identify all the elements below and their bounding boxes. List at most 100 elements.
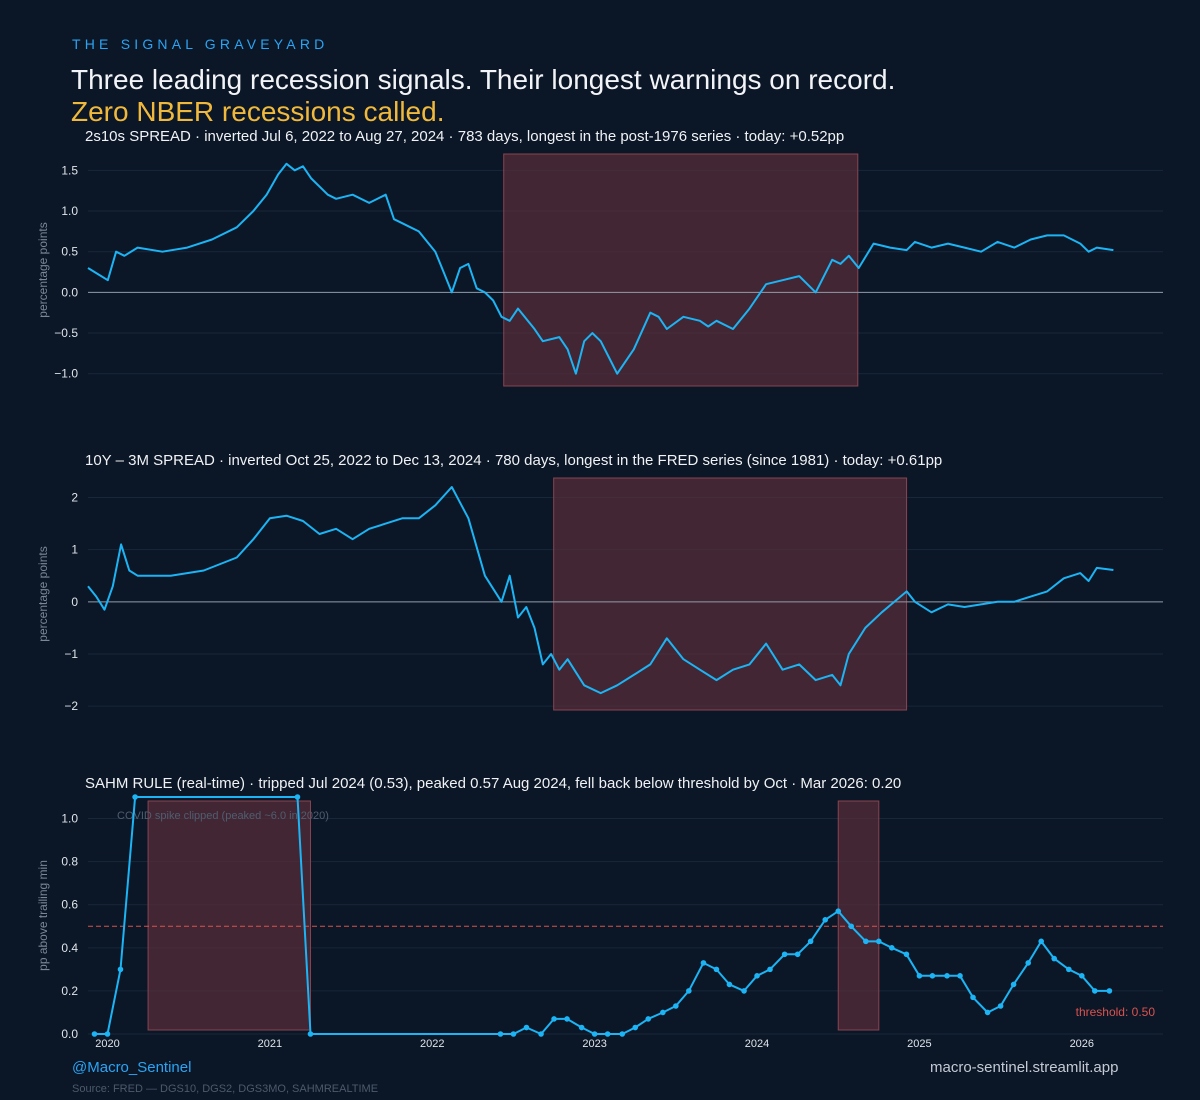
y-axis-label: pp above trailing min (36, 860, 50, 971)
data-point (822, 917, 829, 923)
data-point (1066, 966, 1072, 973)
data-point (632, 1024, 639, 1031)
x-tick-label: 2024 (745, 1038, 769, 1050)
y-tick-label: 1.0 (61, 812, 78, 826)
chart-subtitle: Zero NBER recessions called. (71, 96, 445, 127)
data-point (970, 994, 976, 1001)
data-point (1079, 973, 1085, 979)
data-point (713, 966, 720, 973)
footer-site[interactable]: macro-sentinel.streamlit.app (930, 1059, 1119, 1076)
data-point (307, 1031, 314, 1037)
data-point (1091, 988, 1098, 994)
panel-title-2s10s: 2s10s SPREAD · inverted Jul 6, 2022 to A… (85, 128, 845, 145)
data-point (997, 1003, 1004, 1009)
data-point (700, 960, 707, 966)
y-tick-label: −2 (64, 699, 78, 713)
x-tick-label: 2026 (1070, 1038, 1094, 1050)
data-point (294, 794, 301, 800)
y-tick-label: 0.5 (61, 245, 78, 259)
data-point (117, 966, 124, 973)
threshold-label: threshold: 0.50 (1076, 1005, 1156, 1019)
inversion-band (837, 800, 880, 1031)
series-line (87, 162, 1114, 375)
chart-panel-2: −2 −1 0 1 2 percentage points (36, 477, 1163, 713)
y-tick-label: 0.4 (61, 941, 78, 955)
footer-source: Source: FRED — DGS10, DGS2, DGS3MO, SAHM… (72, 1083, 379, 1095)
data-point (91, 1031, 98, 1037)
data-point (944, 973, 950, 979)
data-point (538, 1031, 544, 1037)
data-point (1038, 938, 1045, 945)
data-point (604, 1031, 611, 1037)
series-line (87, 486, 1114, 695)
y-axis-label: percentage points (36, 546, 50, 641)
panel-title-10y3m: 10Y – 3M SPREAD · inverted Oct 25, 2022 … (85, 452, 943, 469)
data-point (741, 988, 747, 994)
chart-kicker: THE SIGNAL GRAVEYARD (72, 36, 329, 52)
y-tick-label: 1 (71, 543, 78, 557)
data-point (660, 1009, 666, 1016)
data-point (578, 1024, 585, 1031)
y-tick-label: 0.0 (61, 285, 78, 299)
y-tick-label: 0.8 (61, 855, 78, 869)
y-axis-label: percentage points (36, 222, 50, 317)
x-tick-label: 2023 (582, 1038, 606, 1050)
y-tick-label: 1.5 (61, 163, 78, 177)
y-tick-label: 1.0 (61, 204, 78, 218)
data-point (889, 945, 895, 951)
y-tick-label: 0.0 (61, 1027, 78, 1041)
data-point (497, 1031, 504, 1037)
covid-annotation: COVID spike clipped (peaked ~6.0 in 2020… (117, 810, 329, 822)
data-point (104, 1031, 111, 1037)
y-tick-label: −1.0 (54, 367, 78, 381)
x-tick-label: 2021 (258, 1038, 282, 1050)
footer-handle[interactable]: @Macro_Sentinel (72, 1059, 192, 1076)
data-point (726, 981, 733, 988)
y-tick-label: 0 (71, 595, 78, 609)
data-point (903, 951, 910, 958)
data-point (916, 973, 923, 979)
inversion-band (503, 153, 859, 387)
data-point (767, 966, 773, 973)
data-point (754, 973, 760, 979)
data-point (957, 973, 963, 979)
data-point (1025, 960, 1032, 966)
data-point (564, 1016, 570, 1022)
data-point (848, 923, 855, 930)
data-point (132, 794, 138, 800)
data-point (673, 1003, 679, 1009)
chart-panel-3: 0.0 0.2 0.4 0.6 0.8 1.0 pp above trailing min t… (36, 794, 1163, 1050)
data-point (591, 1031, 598, 1037)
y-tick-label: −1 (64, 647, 78, 661)
data-point (984, 1009, 991, 1016)
data-point (835, 908, 842, 914)
data-point (929, 973, 936, 979)
inversion-band (553, 477, 908, 711)
data-point (619, 1031, 626, 1037)
chart-panel-1: −1.0 −0.5 0.0 0.5 1.0 1.5 percentage points (36, 153, 1163, 387)
data-point (863, 938, 869, 945)
x-tick-label: 2022 (420, 1038, 444, 1050)
panel-title-sahm: SAHM RULE (real-time) · tripped Jul 2024… (85, 775, 902, 792)
y-tick-label: −0.5 (54, 326, 78, 340)
x-tick-label: 2025 (907, 1038, 931, 1050)
data-point (1051, 955, 1058, 962)
data-point (807, 938, 814, 945)
y-tick-label: 2 (71, 490, 78, 504)
y-tick-label: 0.2 (61, 984, 78, 998)
data-point (1010, 981, 1017, 988)
data-point (794, 951, 801, 958)
chart-title: Three leading recession signals. Their l… (71, 64, 896, 95)
data-point (781, 951, 788, 958)
data-point (1106, 988, 1113, 994)
data-point (686, 988, 692, 994)
x-tick-label: 2020 (95, 1038, 119, 1050)
data-point (645, 1016, 652, 1022)
data-point (523, 1024, 530, 1031)
data-point (510, 1031, 517, 1037)
y-tick-label: 0.6 (61, 898, 78, 912)
data-point (551, 1016, 557, 1022)
inversion-band (147, 800, 311, 1031)
data-point (876, 938, 882, 945)
